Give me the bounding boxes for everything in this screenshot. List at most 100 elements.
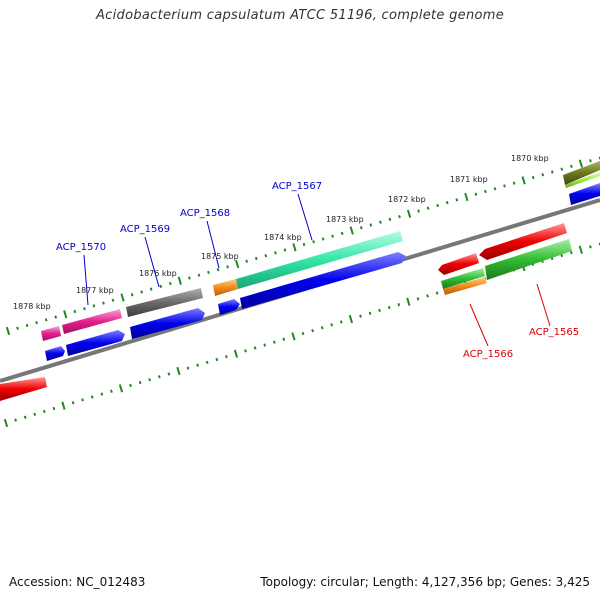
gene-acp-1566-lower[interactable] — [443, 277, 487, 295]
gene-red-1[interactable] — [438, 253, 479, 275]
ruler-minor-tick — [397, 303, 401, 307]
forward-gene-tier — [41, 161, 600, 341]
cds-acp-1567[interactable] — [240, 252, 406, 309]
ruler-minor-tick — [484, 189, 487, 194]
tick-label-1872: 1872 kbp — [388, 195, 426, 204]
ruler-major-tick — [235, 259, 240, 269]
ruler-minor-tick — [102, 301, 105, 305]
tick-label-1876: 1876 kbp — [139, 269, 177, 278]
ruler-minor-tick — [589, 245, 592, 249]
gene-red-left[interactable] — [0, 377, 47, 401]
ruler-minor-tick — [455, 198, 459, 202]
ruler-major-tick — [349, 226, 354, 235]
gene-label-acp-1569[interactable]: ACP_1569 — [120, 224, 170, 235]
ruler-minor-tick — [369, 223, 373, 227]
ruler-minor-tick — [138, 380, 142, 385]
ruler-minor-tick — [226, 265, 229, 269]
ruler-minor-tick — [282, 337, 286, 341]
ruler-minor-tick — [589, 159, 592, 163]
tick-label-1877: 1877 kbp — [76, 286, 114, 295]
ruler-minor-tick — [416, 297, 420, 301]
ruler-minor-tick — [560, 167, 564, 171]
cds-acp-1570-start[interactable] — [45, 346, 65, 361]
ruler-major-tick — [5, 326, 11, 336]
gene-acp-1570-start[interactable] — [41, 326, 61, 341]
ruler-minor-tick — [54, 315, 58, 319]
gene-acp-1565[interactable] — [485, 239, 572, 280]
ruler-major-tick — [292, 243, 297, 252]
gene-acp-1568[interactable] — [213, 279, 238, 296]
cds-acp-1569[interactable] — [130, 308, 205, 339]
ruler-minor-tick — [129, 383, 132, 388]
gene-label-acp-1565[interactable]: ACP_1565 — [529, 327, 579, 338]
ruler-minor-tick — [531, 175, 535, 180]
ruler-minor-tick — [368, 311, 372, 315]
ruler-minor-tick — [100, 392, 104, 396]
ruler-minor-tick — [570, 164, 573, 168]
gene-acp-1566-upper[interactable] — [441, 268, 485, 289]
ruler-major-tick — [61, 401, 66, 410]
ruler-minor-tick — [512, 181, 516, 185]
ruler-minor-tick — [140, 290, 144, 294]
ruler-major-tick — [291, 332, 296, 341]
ruler-minor-tick — [426, 206, 430, 210]
ruler-minor-tick — [302, 242, 306, 247]
ruler-major-tick — [63, 310, 68, 319]
ruler-minor-tick — [73, 309, 77, 314]
forward-leaders — [83, 193, 313, 306]
ruler-minor-tick — [207, 270, 210, 274]
ruler-minor-tick — [188, 276, 191, 280]
ruler-major-tick — [233, 349, 239, 358]
ruler-minor-tick — [474, 192, 478, 196]
gene-label-acp-1566[interactable]: ACP_1566 — [463, 349, 513, 360]
ruler-major-tick — [406, 209, 412, 218]
ruler-minor-tick — [387, 305, 391, 310]
gene-acp-1570[interactable] — [62, 309, 122, 334]
gene-acp-1569[interactable] — [126, 288, 203, 317]
ruler-minor-tick — [272, 340, 276, 344]
ruler-minor-tick — [398, 215, 401, 219]
ruler-minor-tick — [44, 318, 48, 322]
gene-label-acp-1570[interactable]: ACP_1570 — [56, 242, 106, 253]
ruler-major-tick — [118, 384, 124, 393]
ruler-minor-tick — [111, 298, 115, 302]
gene-label-acp-1567[interactable]: ACP_1567 — [272, 181, 322, 192]
ruler-minor-tick — [205, 360, 209, 364]
ruler-minor-tick — [417, 209, 420, 213]
ruler-minor-tick — [14, 418, 17, 422]
ruler-major-tick — [406, 297, 411, 306]
ruler-minor-tick — [81, 398, 84, 402]
cds-acp-1570[interactable] — [66, 330, 125, 356]
ruler-minor-tick — [33, 412, 37, 416]
ruler-minor-tick — [52, 406, 56, 411]
ruler-minor-tick — [196, 363, 199, 367]
genome-summary-text: Topology: circular; Length: 4,127,356 bp… — [260, 575, 590, 589]
ruler-minor-tick — [149, 287, 153, 291]
ruler-major-tick — [578, 159, 584, 168]
ruler-major-tick — [464, 192, 469, 202]
cds-acp-1568[interactable] — [218, 299, 240, 315]
ruler-minor-tick — [264, 254, 268, 258]
ruler-minor-tick — [25, 323, 29, 328]
cds-edge[interactable] — [569, 183, 600, 205]
ruler-minor-tick — [435, 291, 439, 295]
ruler-minor-tick — [148, 378, 152, 382]
ruler-minor-tick — [35, 321, 38, 325]
ruler-major-tick — [177, 276, 182, 285]
ruler-minor-tick — [167, 372, 171, 376]
tick-label-1871: 1871 kbp — [450, 175, 488, 184]
ruler-minor-tick — [159, 284, 163, 288]
ruler-minor-tick — [157, 375, 161, 379]
ruler-minor-tick — [110, 389, 113, 393]
ruler-major-tick — [521, 176, 526, 185]
gene-label-acp-1568[interactable]: ACP_1568 — [180, 208, 230, 219]
ruler-minor-tick — [263, 343, 267, 347]
gene-lime-edge[interactable] — [565, 172, 600, 188]
ruler-minor-tick — [340, 231, 344, 235]
ruler-minor-tick — [283, 248, 287, 252]
gene-acp-1567[interactable] — [236, 231, 403, 289]
gene-olive-edge[interactable] — [563, 161, 600, 185]
gene-red-2[interactable] — [479, 223, 567, 260]
ruler-major-tick — [348, 314, 354, 324]
